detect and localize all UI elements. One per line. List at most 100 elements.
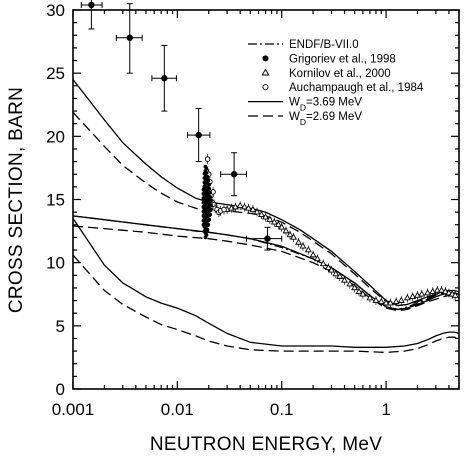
grigoriev-cluster-point (207, 217, 212, 222)
x-axis-title: NEUTRON ENERGY, MeV (150, 434, 382, 455)
kornilov-point (286, 230, 294, 238)
kornilov-point (359, 290, 367, 297)
grigoriev-cluster-point (209, 203, 213, 208)
grigoriev-cluster-point (208, 212, 213, 217)
kornilov-point (433, 286, 441, 293)
kornilov-point (372, 296, 380, 303)
kornilov-point (351, 284, 359, 291)
kornilov-point (295, 238, 303, 245)
auchampaugh-point (221, 206, 227, 213)
plot-frame (72, 9, 460, 390)
kornilov-point (377, 297, 385, 305)
kornilov-point (441, 287, 449, 294)
kornilov-point (249, 205, 257, 212)
kornilov-point (282, 227, 290, 234)
curve-dash-dot (72, 215, 460, 311)
grigoriev-cluster-point (209, 207, 213, 212)
y-axis-title: CROSS SECTION, BARN (6, 87, 27, 313)
kornilov-point (244, 204, 252, 211)
grigoriev-cluster-point (206, 222, 211, 227)
curve-solid (72, 218, 460, 348)
y-tick-label: 30 (46, 1, 65, 20)
kornilov-point (336, 272, 344, 279)
kornilov-point (392, 297, 400, 305)
kornilov-point (346, 280, 354, 287)
grigoriev-cluster-point (204, 171, 209, 175)
curve-solid (72, 215, 460, 311)
y-tick-label: 5 (56, 317, 65, 336)
kornilov-point (236, 201, 244, 209)
grigoriev-cluster-point (208, 190, 213, 195)
y-tick-label: 15 (46, 191, 65, 210)
kornilov-point (438, 286, 445, 293)
kornilov-point (403, 294, 411, 301)
grigoriev-point (126, 34, 133, 41)
x-tick-label: 0.01 (161, 400, 194, 419)
kornilov-point (386, 299, 394, 306)
x-tick-label: 1 (381, 400, 390, 419)
grigoriev-cluster-point (208, 195, 213, 199)
kornilov-point (424, 289, 432, 296)
curve-solid (72, 79, 460, 307)
legend-label: Auchampaugh et al., 1984 (289, 82, 424, 94)
y-tick-label: 0 (56, 380, 65, 399)
grigoriev-cluster-point (205, 227, 210, 232)
legend-marker-open-circle (262, 84, 269, 91)
kornilov-point (451, 291, 459, 298)
curves-layer (72, 79, 460, 354)
kornilov-point (355, 287, 363, 294)
grigoriev-point (230, 171, 238, 178)
kornilov-point (266, 215, 274, 222)
kornilov-point (290, 233, 298, 240)
kornilov-point (278, 223, 286, 230)
kornilov-point (328, 266, 335, 273)
grigoriev-point (195, 131, 202, 139)
y-tick-label: 25 (46, 64, 65, 83)
kornilov-point (274, 220, 282, 228)
kornilov-point (253, 208, 261, 215)
kornilov-point (313, 254, 321, 262)
grigoriev-point (88, 1, 95, 9)
auchampaugh-point (204, 156, 211, 162)
y-tick-label: 20 (46, 127, 65, 146)
x-tick-label: 0.001 (52, 400, 95, 419)
x-tick-label: 0.1 (270, 400, 294, 419)
kornilov-point (319, 260, 327, 267)
kornilov-point (309, 251, 317, 258)
grigoriev-cluster-point (207, 186, 212, 191)
grigoriev-cluster-point (204, 166, 209, 171)
kornilov-point (324, 263, 332, 270)
legend-label: ENDF/B-VII.0 (289, 39, 359, 51)
kornilov-point (231, 203, 239, 210)
y-tick-label: 10 (46, 254, 65, 273)
legend-marker-open-triangle (261, 68, 270, 76)
legend-label: WD=3.69 MeV (289, 97, 362, 113)
kornilov-point (258, 210, 265, 217)
grigoriev-cluster-point (209, 198, 213, 203)
grigoriev-cluster-point (204, 232, 209, 237)
legend: ENDF/B-VII.0 Grigoriev et al., 1998 Kornil… (248, 39, 424, 127)
kornilov-point (270, 218, 278, 225)
kornilov-point (241, 203, 248, 210)
kornilov-point (382, 299, 390, 306)
legend-label: Kornilov et al., 2000 (289, 68, 391, 80)
kornilov-point (418, 290, 426, 297)
kornilov-point (304, 246, 312, 253)
markers-layer (80, 0, 459, 308)
kornilov-point (397, 296, 405, 303)
grigoriev-cluster-point (207, 182, 212, 187)
legend-label: WD=2.69 MeV (289, 111, 362, 127)
curve-dashed (72, 254, 460, 354)
kornilov-point (429, 287, 437, 294)
grigoriev-point (264, 235, 271, 242)
kornilov-point (262, 213, 270, 220)
curve-dashed (72, 111, 460, 307)
kornilov-point (341, 276, 349, 283)
legend-label: Grigoriev et al., 1998 (289, 53, 396, 65)
grigoriev-cluster-point (205, 174, 210, 179)
kornilov-point (366, 294, 374, 301)
legend-marker-filled-circle (262, 55, 269, 62)
kornilov-point (332, 270, 340, 277)
